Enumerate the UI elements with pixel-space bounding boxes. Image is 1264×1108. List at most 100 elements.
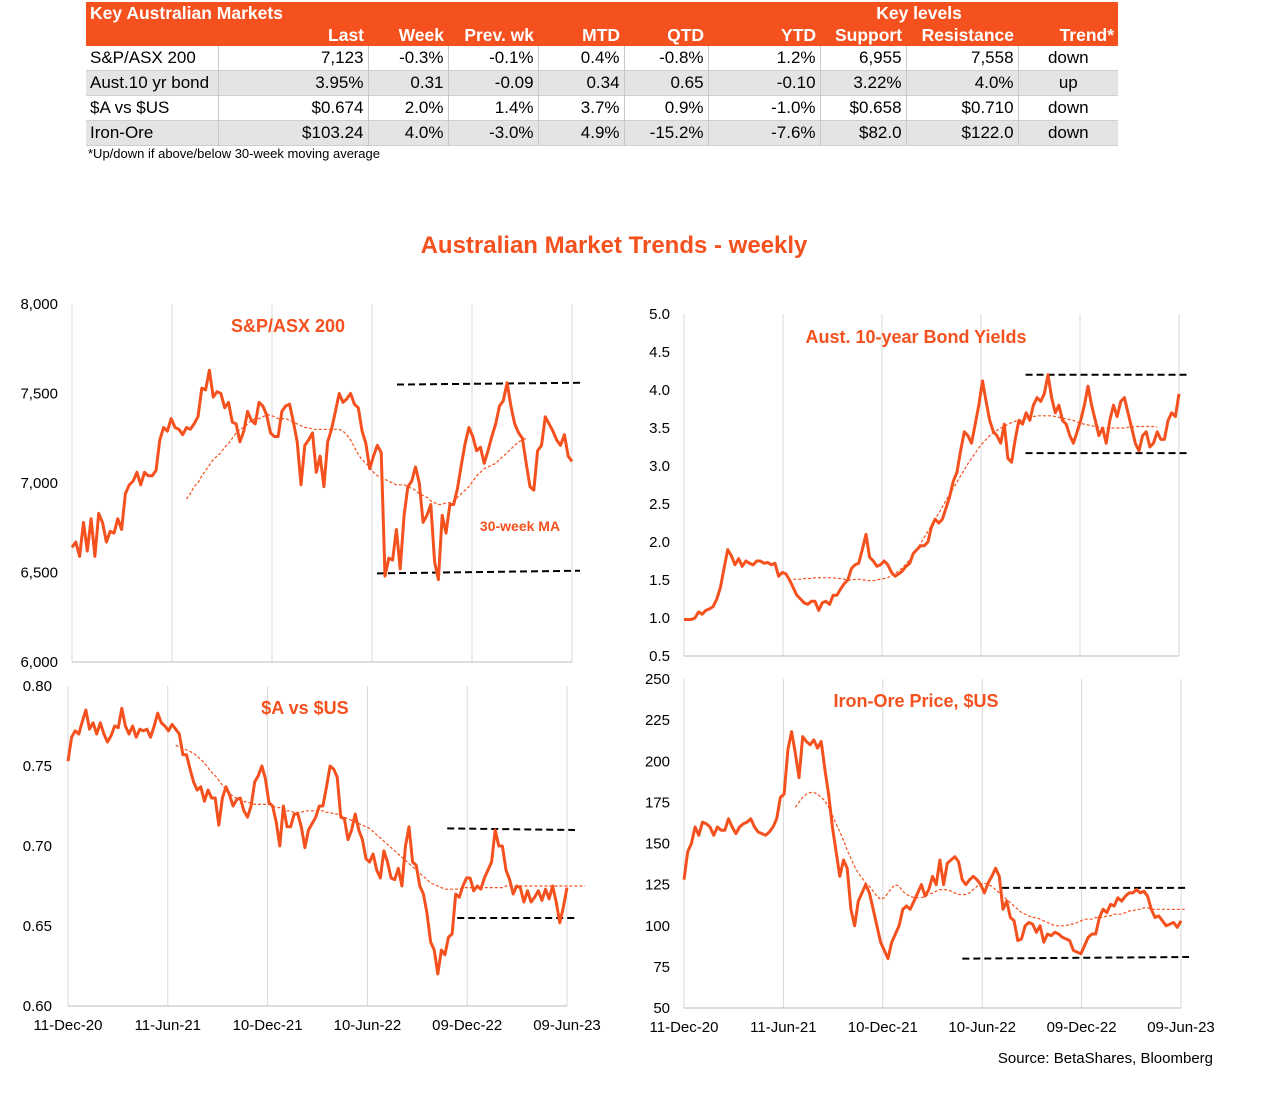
chart-title: Aust. 10-year Bond Yields	[805, 327, 1026, 347]
y-tick-label: 2.5	[649, 496, 670, 513]
x-tick-label: 09-Jun-23	[533, 1017, 601, 1034]
y-tick-label: 7,500	[20, 386, 58, 403]
support-level-line	[962, 956, 1190, 960]
chart-title: $A vs $US	[261, 698, 348, 718]
cell-mtd: 0.4%	[537, 46, 625, 71]
y-tick-label: 8,000	[20, 296, 58, 313]
chart-title: S&P/ASX 200	[231, 316, 345, 336]
col-header: MTD	[538, 24, 625, 46]
price-series-line	[682, 730, 1183, 961]
cell-trend: down	[1017, 95, 1119, 121]
price-series-line	[684, 373, 1181, 621]
y-tick-label: 75	[653, 959, 670, 976]
table-footnote: *Up/down if above/below 30-week moving a…	[88, 146, 380, 161]
cell-last: 7,123	[217, 46, 368, 71]
cell-support: $82.0	[819, 120, 907, 146]
row-name: Aust.10 yr bond	[86, 70, 218, 96]
support-level-line	[376, 569, 581, 575]
y-tick-label: 0.5	[649, 648, 670, 665]
y-tick-label: 3.0	[649, 458, 670, 475]
y-tick-label: 100	[645, 918, 670, 935]
col-header: Resistance	[906, 24, 1019, 46]
source-note: Source: BetaShares, Bloomberg	[997, 1050, 1213, 1067]
cell-last: $103.24	[217, 120, 368, 146]
table-row: Iron-Ore $103.24 4.0% -3.0% 4.9% -15.2% …	[86, 120, 1119, 146]
cell-support: 6,955	[819, 46, 907, 71]
cell-ytd: -1.0%	[707, 95, 821, 121]
cell-prev: 1.4%	[447, 95, 539, 121]
moving-average-line	[793, 415, 1158, 582]
y-tick-label: 1.0	[649, 610, 670, 627]
cell-week: 2.0%	[367, 95, 448, 121]
y-tick-label: 7,000	[20, 475, 58, 492]
table-title-row: Key Australian Markets Key levels	[86, 2, 1119, 24]
y-tick-label: 125	[645, 877, 670, 894]
col-header: Trend*	[1018, 24, 1119, 46]
x-tick-label: 10-Dec-21	[848, 1019, 918, 1036]
cell-prev: -0.1%	[447, 46, 539, 71]
cell-last: 3.95%	[217, 70, 368, 96]
cell-resistance: 4.0%	[905, 70, 1019, 96]
cell-mtd: 0.34	[537, 70, 625, 96]
cell-week: -0.3%	[367, 46, 448, 71]
y-tick-label: 0.70	[23, 838, 52, 855]
x-tick-label: 09-Jun-23	[1147, 1019, 1215, 1036]
cell-resistance: 7,558	[905, 46, 1019, 71]
key-levels-label: Key levels	[820, 2, 1019, 24]
cell-support: $0.658	[819, 95, 907, 121]
x-tick-label: 10-Jun-22	[948, 1019, 1016, 1036]
cell-ytd: 1.2%	[707, 46, 821, 71]
x-tick-label: 09-Dec-22	[1047, 1019, 1117, 1036]
row-name: Iron-Ore	[86, 120, 218, 146]
y-tick-label: 200	[645, 753, 670, 770]
col-header: QTD	[624, 24, 709, 46]
y-tick-label: 150	[645, 836, 670, 853]
table-row: S&P/ASX 200 7,123 -0.3% -0.1% 0.4% -0.8%…	[86, 46, 1119, 71]
col-header: Support	[820, 24, 907, 46]
ma-annotation: 30-week MA	[480, 518, 560, 534]
summary-table: Key Australian Markets Key levels Last W…	[86, 2, 1119, 146]
cell-ytd: -7.6%	[707, 120, 821, 146]
col-header: Last	[218, 24, 368, 46]
x-tick-label: 11-Dec-20	[650, 1019, 719, 1036]
x-tick-label: 09-Dec-22	[432, 1017, 502, 1034]
cell-trend: down	[1017, 46, 1119, 71]
table-row: $A vs $US $0.674 2.0% 1.4% 3.7% 0.9% -1.…	[86, 95, 1119, 121]
x-tick-label: 11-Dec-20	[34, 1017, 103, 1034]
y-tick-label: 2.0	[649, 534, 670, 551]
cell-week: 4.0%	[367, 120, 448, 146]
resistance-level-line	[396, 381, 581, 386]
y-tick-label: 250	[645, 671, 670, 688]
resistance-level-line	[447, 827, 576, 831]
moving-average-line	[794, 791, 1185, 927]
moving-average-line	[186, 414, 527, 506]
col-header: Prev. wk	[448, 24, 539, 46]
y-tick-label: 4.5	[649, 344, 670, 361]
cell-prev: -0.09	[447, 70, 539, 96]
moving-average-line	[175, 744, 585, 890]
y-tick-label: 5.0	[649, 306, 670, 323]
cell-resistance: $122.0	[905, 120, 1019, 146]
cell-prev: -3.0%	[447, 120, 539, 146]
table-header-row: Last Week Prev. wk MTD QTD YTD Support R…	[86, 24, 1119, 46]
cell-trend: up	[1017, 70, 1119, 96]
cell-qtd: -0.8%	[623, 46, 709, 71]
page-title: Australian Market Trends - weekly	[420, 232, 808, 259]
price-series-line	[66, 706, 569, 976]
price-series-line	[70, 368, 574, 582]
cell-support: 3.22%	[819, 70, 907, 96]
y-tick-label: 3.5	[649, 420, 670, 437]
x-tick-label: 11-Jun-21	[135, 1017, 201, 1034]
y-tick-label: 6,500	[20, 565, 58, 582]
y-tick-label: 4.0	[649, 382, 670, 399]
y-tick-label: 175	[645, 794, 670, 811]
cell-ytd: -0.10	[707, 70, 821, 96]
y-tick-label: 0.75	[23, 758, 52, 775]
table-row: Aust.10 yr bond 3.95% 0.31 -0.09 0.34 0.…	[86, 70, 1119, 96]
cell-last: $0.674	[217, 95, 368, 121]
y-tick-label: 0.80	[23, 678, 52, 695]
table-title: Key Australian Markets	[86, 2, 539, 24]
y-tick-label: 1.5	[649, 572, 670, 589]
cell-qtd: -15.2%	[623, 120, 709, 146]
col-header: YTD	[708, 24, 821, 46]
